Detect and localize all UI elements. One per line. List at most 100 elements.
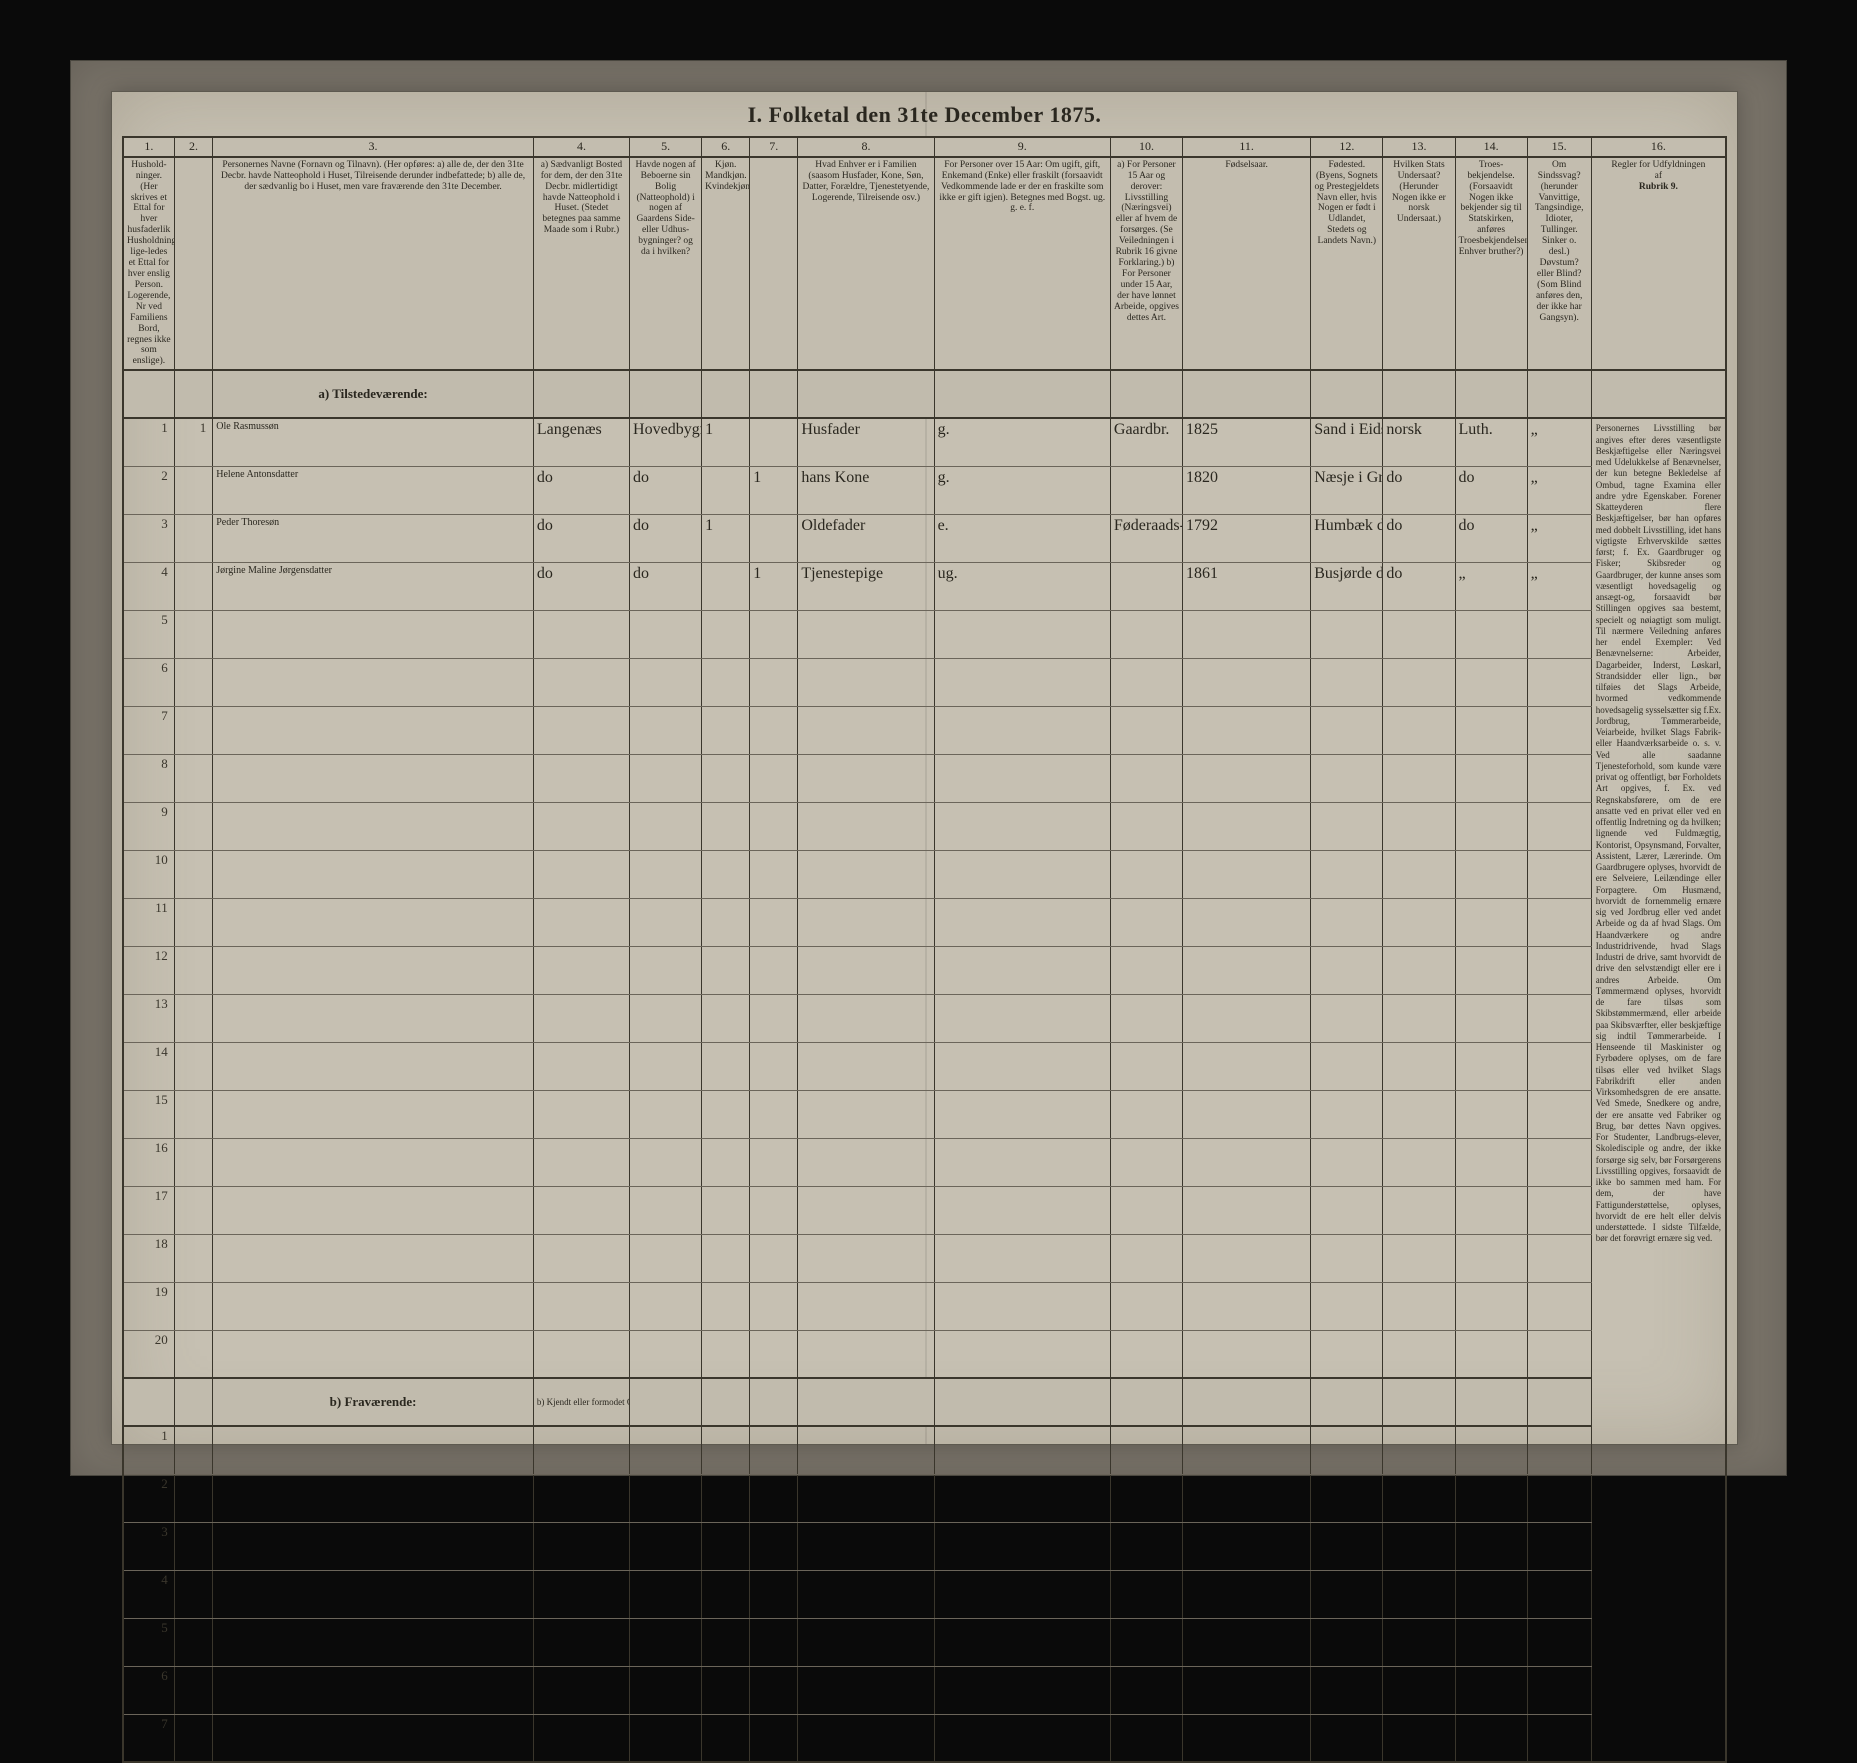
- row-number: 4: [123, 562, 174, 610]
- residence: Langenæs: [533, 418, 629, 466]
- disability: „: [1527, 418, 1591, 466]
- row-number: 16: [123, 1138, 174, 1186]
- residence: do: [533, 562, 629, 610]
- person-name: Jørgine Maline Jørgensdatter: [213, 562, 534, 610]
- col-number: 4.: [533, 137, 629, 157]
- row-number: 3: [123, 514, 174, 562]
- occupation: Føderaads-mand: [1110, 514, 1182, 562]
- birth-place: Sand i Eids Pr.: [1311, 418, 1383, 466]
- religion: do: [1455, 514, 1527, 562]
- sex-m: [702, 562, 750, 610]
- birth-year: 1825: [1183, 418, 1311, 466]
- household-number: [174, 514, 212, 562]
- scan-frame: I. Folketal den 31te December 1875. 1.2.…: [70, 60, 1787, 1476]
- col-number: 9.: [934, 137, 1110, 157]
- ihdr-a: Regler for Udfyldningen: [1595, 160, 1722, 171]
- religion: „: [1455, 562, 1527, 610]
- person-name: Ole Rasmussøn: [213, 418, 534, 466]
- building: do: [630, 466, 702, 514]
- col-number: 1.: [123, 137, 174, 157]
- row-number: 18: [123, 1234, 174, 1282]
- birth-year: 1792: [1183, 514, 1311, 562]
- blank-row: 10: [123, 850, 1726, 898]
- ihdr-c: Rubrik 9.: [1595, 182, 1722, 193]
- occupation: Gaardbr.: [1110, 418, 1182, 466]
- blank-row: 14: [123, 1042, 1726, 1090]
- row-number: 19: [123, 1282, 174, 1330]
- blank-row: 6: [123, 658, 1726, 706]
- blank-row: 5: [123, 1618, 1726, 1666]
- birth-place: Busjørde do: [1311, 562, 1383, 610]
- sex-f: 1: [750, 562, 798, 610]
- blank-row: 15: [123, 1090, 1726, 1138]
- nationality: do: [1383, 562, 1455, 610]
- row-number: 6: [123, 658, 174, 706]
- col-number: 16.: [1591, 137, 1726, 157]
- row-number: 5: [123, 610, 174, 658]
- row-number: 5: [123, 1618, 174, 1666]
- section-label: a) Tilstedeværende:: [213, 370, 534, 418]
- col-header: a) For Personer 15 Aar og derover: Livss…: [1110, 157, 1182, 371]
- row-number: 2: [123, 466, 174, 514]
- blank-row: 2: [123, 1474, 1726, 1522]
- col-header: a) Sædvanligt Bosted for dem, der den 31…: [533, 157, 629, 371]
- data-row: 11Ole RasmussønLangenæsHovedbygn1Husfade…: [123, 418, 1726, 466]
- blank-row: 19: [123, 1282, 1726, 1330]
- sex-m: [702, 466, 750, 514]
- row-number: 17: [123, 1186, 174, 1234]
- civil-status: g.: [934, 466, 1110, 514]
- person-name: Helene Antonsdatter: [213, 466, 534, 514]
- col-header: Regler for UdfyldningenafRubrik 9.: [1591, 157, 1726, 371]
- col-header: [750, 157, 798, 371]
- birth-year: 1820: [1183, 466, 1311, 514]
- row-number: 20: [123, 1330, 174, 1378]
- residence: do: [533, 514, 629, 562]
- row-number: 3: [123, 1522, 174, 1570]
- family-role: Oldefader: [798, 514, 934, 562]
- instructions-cell: Personernes Livsstilling bør angives eft…: [1591, 418, 1726, 1762]
- blank-row: 17: [123, 1186, 1726, 1234]
- civil-status: e.: [934, 514, 1110, 562]
- blank-row: 7: [123, 1714, 1726, 1762]
- section-row: b) Fraværende:b) Kjendt eller formodet O…: [123, 1378, 1726, 1426]
- nationality: do: [1383, 514, 1455, 562]
- blank-row: 16: [123, 1138, 1726, 1186]
- row-number: 2: [123, 1474, 174, 1522]
- disability: „: [1527, 562, 1591, 610]
- household-number: [174, 466, 212, 514]
- col-number: 11.: [1183, 137, 1311, 157]
- blank-row: 6: [123, 1666, 1726, 1714]
- col-number: 2.: [174, 137, 212, 157]
- blank-row: 18: [123, 1234, 1726, 1282]
- row-number: 12: [123, 946, 174, 994]
- census-sheet: I. Folketal den 31te December 1875. 1.2.…: [111, 91, 1738, 1445]
- column-header-row: Hushold-ninger. (Her skrives et Ettal fo…: [123, 157, 1726, 371]
- disability: „: [1527, 466, 1591, 514]
- civil-status: g.: [934, 418, 1110, 466]
- nationality: do: [1383, 466, 1455, 514]
- religion: Luth.: [1455, 418, 1527, 466]
- row-number: 1: [123, 1426, 174, 1474]
- col-header: Hushold-ninger. (Her skrives et Ettal fo…: [123, 157, 174, 371]
- sex-m: 1: [702, 418, 750, 466]
- residence: do: [533, 466, 629, 514]
- col-header: Personernes Navne (Fornavn og Tilnavn). …: [213, 157, 534, 371]
- disability: „: [1527, 514, 1591, 562]
- col-number: 6.: [702, 137, 750, 157]
- table-body: a) Tilstedeværende:11Ole RasmussønLangen…: [123, 370, 1726, 1762]
- household-number: [174, 562, 212, 610]
- blank-row: 9: [123, 802, 1726, 850]
- row-number: 15: [123, 1090, 174, 1138]
- blank-row: 20: [123, 1330, 1726, 1378]
- birth-place: Humbæk do: [1311, 514, 1383, 562]
- col-number: 8.: [798, 137, 934, 157]
- row-number: 9: [123, 802, 174, 850]
- row-number: 11: [123, 898, 174, 946]
- birth-place: Næsje i Grindst.: [1311, 466, 1383, 514]
- table-wrapper: 1.2.3.4.5.6.7.8.9.10.11.12.13.14.15.16. …: [122, 136, 1727, 1434]
- blank-row: 11: [123, 898, 1726, 946]
- row-number: 4: [123, 1570, 174, 1618]
- census-table: 1.2.3.4.5.6.7.8.9.10.11.12.13.14.15.16. …: [122, 136, 1727, 1763]
- col-number: 5.: [630, 137, 702, 157]
- data-row: 4Jørgine Maline Jørgensdatterdodo1Tjenes…: [123, 562, 1726, 610]
